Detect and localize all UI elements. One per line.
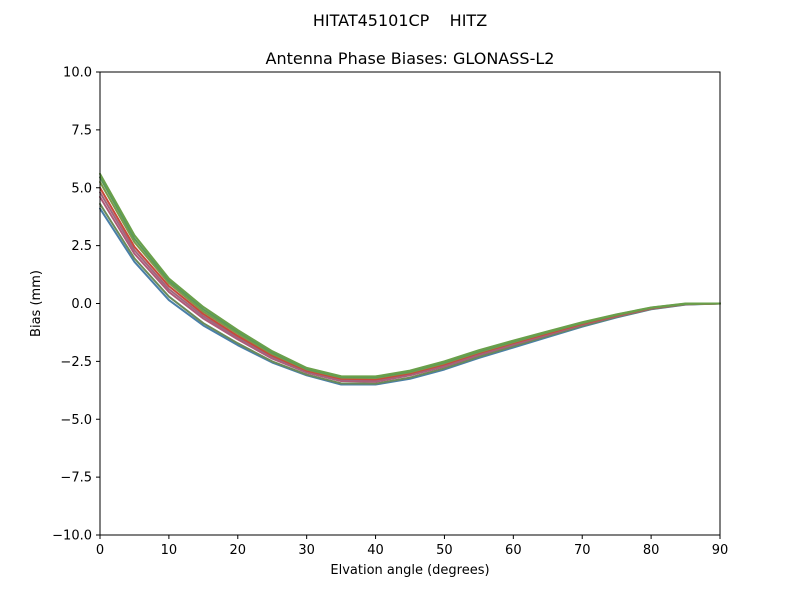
plot-lines — [99, 172, 721, 386]
y-tick-label: 10.0 — [63, 66, 92, 81]
series-line-3 — [99, 196, 721, 383]
x-tick-label: 60 — [505, 543, 522, 558]
y-tick-label: −7.5 — [60, 471, 92, 486]
series-line-7 — [99, 176, 721, 379]
y-tick-label: 7.5 — [71, 123, 92, 138]
y-tick-label: 2.5 — [71, 239, 92, 254]
figure-suptitle: HITAT45101CP HITZ — [313, 11, 487, 30]
chart-title: Antenna Phase Biases: GLONASS-L2 — [266, 49, 555, 68]
x-tick-label: 40 — [367, 543, 384, 558]
x-tick-label: 90 — [712, 543, 729, 558]
x-tick-label: 10 — [161, 543, 178, 558]
series-line-4 — [99, 191, 721, 382]
y-tick-label: 0.0 — [71, 297, 92, 312]
series-line-5 — [99, 186, 721, 381]
series-line-6 — [99, 180, 721, 380]
x-axis: 0 10 20 30 40 50 60 70 80 90 — [96, 535, 728, 558]
y-axis-label: Bias (mm) — [29, 270, 44, 337]
series-line-2 — [99, 202, 721, 385]
y-tick-label: −2.5 — [60, 355, 92, 370]
y-axis: −10.0 −7.5 −5.0 −2.5 0.0 2.5 5.0 7.5 10.0 — [52, 66, 100, 544]
y-tick-label: −5.0 — [60, 413, 92, 428]
y-tick-label: 5.0 — [71, 181, 92, 196]
series-line-1 — [99, 207, 721, 386]
x-tick-label: 50 — [436, 543, 453, 558]
series-line-8 — [99, 172, 721, 378]
x-tick-label: 80 — [643, 543, 660, 558]
x-tick-label: 20 — [230, 543, 247, 558]
x-axis-label: Elvation angle (degrees) — [330, 563, 489, 578]
x-tick-label: 30 — [298, 543, 315, 558]
x-tick-label: 70 — [574, 543, 591, 558]
x-tick-label: 0 — [96, 543, 104, 558]
y-tick-label: −10.0 — [52, 529, 92, 544]
